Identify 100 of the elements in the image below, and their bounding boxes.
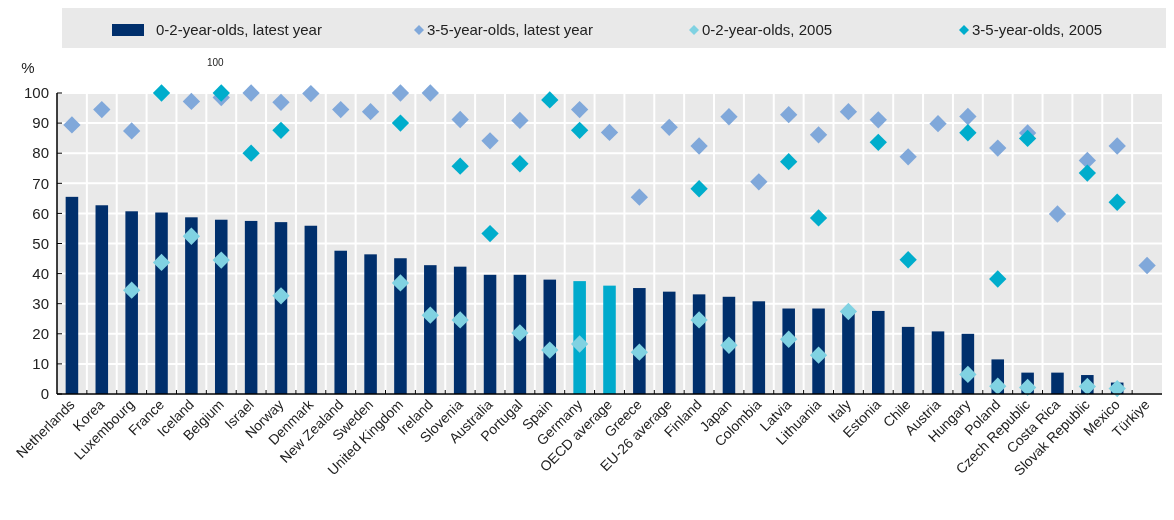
point <box>1018 129 1037 148</box>
point <box>959 124 977 142</box>
bar <box>662 291 676 394</box>
legend-label: 3-5-year-olds, latest year <box>427 21 593 38</box>
point <box>1108 137 1126 155</box>
point <box>1108 193 1126 211</box>
point <box>451 157 469 175</box>
bar <box>125 211 138 394</box>
point <box>959 107 977 126</box>
bar <box>872 310 885 394</box>
y-tick-label: 60 <box>32 204 49 222</box>
point <box>302 84 320 103</box>
legend-label: 0-2-year-olds, latest year <box>156 21 322 38</box>
point <box>541 91 559 109</box>
y-tick-label: 10 <box>32 355 49 373</box>
legend-label: 0-2-year-olds, 2005 <box>702 21 833 38</box>
bar <box>334 250 347 394</box>
point <box>600 123 619 142</box>
bar <box>304 225 318 394</box>
point <box>809 346 828 364</box>
bar <box>1051 372 1064 394</box>
point <box>780 330 798 348</box>
point <box>272 287 290 305</box>
y-tick-label: 30 <box>32 294 49 312</box>
point <box>1108 379 1126 398</box>
point <box>421 84 439 102</box>
point <box>242 84 260 102</box>
point <box>720 336 738 354</box>
point <box>421 306 439 324</box>
y-axis-title: % <box>21 59 35 76</box>
point <box>361 103 380 121</box>
point <box>272 93 290 111</box>
bar <box>752 301 766 394</box>
point <box>690 137 708 155</box>
point <box>93 100 111 119</box>
y-tick-label: 50 <box>32 234 49 252</box>
bar <box>603 285 616 394</box>
point <box>481 224 499 243</box>
point <box>869 111 887 129</box>
point <box>869 133 887 152</box>
point <box>391 84 410 102</box>
legend-label: 3-5-year-olds, 2005 <box>972 21 1103 38</box>
y-tick-label: 100 <box>23 84 49 102</box>
bar <box>394 258 407 394</box>
point <box>272 121 290 139</box>
point <box>1078 164 1096 182</box>
bar <box>364 254 377 394</box>
bar <box>155 212 168 394</box>
y-tick-label: 80 <box>32 144 49 162</box>
point <box>899 148 917 166</box>
point <box>780 152 798 171</box>
point <box>63 116 81 134</box>
point <box>660 118 678 136</box>
point <box>451 110 469 129</box>
point <box>989 377 1007 395</box>
point <box>1018 378 1037 397</box>
y-tick-label: 40 <box>32 264 49 282</box>
point <box>750 173 768 191</box>
point <box>242 144 260 162</box>
point <box>1138 256 1156 275</box>
point <box>989 270 1007 288</box>
bar <box>65 196 79 394</box>
bar <box>95 205 109 394</box>
point <box>929 115 947 133</box>
y-tick-label: 20 <box>32 325 49 343</box>
y-tick-label: 90 <box>32 114 49 132</box>
point <box>332 100 350 119</box>
point <box>182 227 201 245</box>
bar <box>424 265 437 394</box>
point <box>959 365 977 384</box>
point <box>511 324 529 342</box>
point <box>511 155 529 173</box>
point <box>123 122 141 140</box>
point <box>720 108 738 126</box>
point <box>212 84 230 102</box>
point <box>570 100 589 119</box>
bar <box>543 279 557 394</box>
annotation: 100 <box>206 57 225 68</box>
point <box>541 341 559 359</box>
point <box>570 335 589 353</box>
bar <box>214 219 228 394</box>
bar <box>573 281 586 394</box>
point <box>511 111 529 130</box>
point <box>630 343 649 361</box>
point <box>630 188 649 206</box>
point <box>123 281 141 299</box>
y-tick-label: 70 <box>32 174 49 192</box>
point <box>899 251 917 269</box>
point <box>182 92 201 111</box>
point <box>391 274 410 292</box>
point <box>690 180 708 198</box>
point <box>481 132 499 150</box>
bar <box>185 217 198 394</box>
point <box>152 84 171 102</box>
point <box>780 106 798 124</box>
point <box>152 253 171 272</box>
point <box>989 139 1007 157</box>
bar <box>931 331 945 394</box>
bar <box>483 274 497 394</box>
point <box>1048 205 1067 223</box>
